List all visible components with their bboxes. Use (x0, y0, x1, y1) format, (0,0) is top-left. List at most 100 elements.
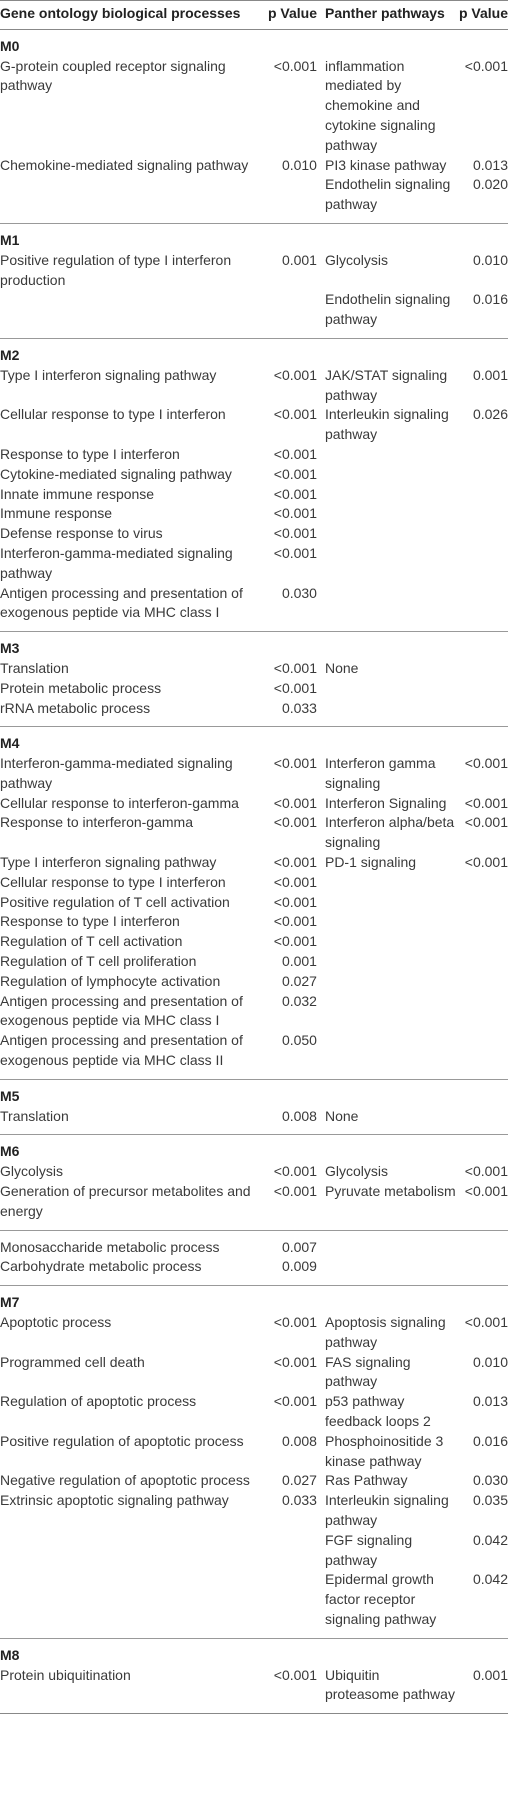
process-name: Regulation of lymphocyte activation (0, 972, 221, 989)
column-header: Gene ontology biological processes (0, 5, 241, 21)
section-label-row: M6 (0, 1135, 508, 1162)
process-p-value: <0.001 (273, 679, 317, 696)
process-name: Protein metabolic process (0, 679, 162, 696)
pathway-p-value (457, 524, 508, 544)
pathway-p-value (457, 912, 508, 932)
section: M6 Glycolysis <0.001 Glycolysis <0.001 Genera… (0, 1134, 508, 1230)
pathway-p-value: <0.001 (464, 854, 508, 871)
process-name: Apoptotic process (0, 1314, 112, 1331)
process-name: Cellular response to interferon-gamma (0, 794, 239, 811)
pathway-p-value (457, 659, 508, 679)
process-p-value: <0.001 (273, 505, 317, 522)
data-row: Regulation of T cell proliferation 0.001 (0, 952, 508, 972)
data-row: Regulation of apoptotic process <0.001 p53… (0, 1392, 508, 1432)
data-row: Carbohydrate metabolic process 0.009 (0, 1257, 508, 1285)
pathway-name: JAK/STAT signaling pathway (324, 366, 448, 403)
pathway-p-value: 0.013 (472, 156, 508, 173)
process-name: Response to type I interferon (0, 913, 180, 930)
pathway-name: PI3 kinase pathway (324, 156, 447, 173)
process-name: Carbohydrate metabolic process (0, 1258, 202, 1275)
data-row: Regulation of T cell activation <0.001 (0, 932, 508, 952)
pathway-p-value: <0.001 (464, 57, 508, 74)
pathway-name: Interferon Signaling (324, 794, 447, 811)
pathway-name (317, 584, 457, 632)
pathway-p-value (457, 873, 508, 893)
section: M2 Type I interferon signaling pathway <0.… (0, 338, 508, 631)
section-label-row: M0 (0, 29, 508, 56)
process-p-value: <0.001 (273, 873, 317, 890)
process-p-value: <0.001 (273, 1183, 317, 1200)
pathway-name (317, 992, 457, 1032)
data-row: Antigen processing and presentation of e… (0, 992, 508, 1032)
process-p-value: <0.001 (273, 893, 317, 910)
process-name: Positive regulation of type I interferon… (0, 251, 232, 288)
data-row: Response to type I interferon <0.001 (0, 445, 508, 465)
pathway-name: p53 pathway feedback loops 2 (324, 1393, 431, 1429)
pathway-p-value (457, 893, 508, 913)
column-header: Panther pathways (324, 5, 445, 21)
process-p-value: 0.030 (281, 584, 317, 601)
process-name: Positive regulation of apoptotic process (0, 1432, 244, 1449)
data-row: Apoptotic process <0.001 Apoptosis signali… (0, 1313, 508, 1353)
pathway-name: None (324, 1107, 359, 1124)
process-name (0, 1531, 266, 1571)
pathway-name (317, 679, 457, 699)
data-row: Response to interferon-gamma <0.001 Interf… (0, 813, 508, 853)
pathway-name (317, 1031, 457, 1079)
pathway-name (317, 544, 457, 584)
process-name: Translation (0, 1107, 69, 1124)
process-name: Translation (0, 659, 69, 676)
pathway-name: Interleukin signaling pathway (324, 1492, 449, 1528)
pathway-p-value (457, 544, 508, 584)
section-label-row: M8 (0, 1638, 508, 1665)
pathway-name (317, 1230, 457, 1257)
data-row: Generation of precursor metabolites and … (0, 1182, 508, 1230)
pathway-p-value (457, 1257, 508, 1285)
process-name: Antigen processing and presentation of e… (0, 1032, 243, 1069)
header-row: Gene ontology biological processes p Valu… (0, 0, 508, 30)
pathway-p-value (457, 1230, 508, 1257)
pathway-name: Phosphoinositide 3 kinase pathway (324, 1432, 444, 1469)
module-label: M0 (0, 37, 20, 54)
pathway-p-value (457, 699, 508, 727)
process-p-value: <0.001 (273, 854, 317, 871)
pathway-p-value: <0.001 (464, 794, 508, 811)
pathway-name: Apoptosis signaling pathway (324, 1314, 446, 1350)
pathway-name: FAS signaling pathway (324, 1353, 411, 1390)
data-row: Regulation of lymphocyte activation 0.027 (0, 972, 508, 992)
process-name: Positive regulation of T cell activation (0, 893, 230, 910)
pathway-p-value (457, 952, 508, 972)
pathway-p-value (457, 1031, 508, 1079)
process-name: Response to interferon-gamma (0, 814, 193, 831)
process-p-value: 0.010 (281, 156, 317, 173)
data-row: Interferon-gamma-mediated signaling path… (0, 544, 508, 584)
process-name (0, 175, 266, 223)
process-p-value (266, 1531, 317, 1571)
pathway-name (317, 952, 457, 972)
pathway-p-value: 0.026 (472, 406, 508, 423)
process-p-value: <0.001 (273, 933, 317, 950)
pathway-name: Glycolysis (324, 251, 388, 268)
pathway-name: Ubiquitin proteasome pathway (324, 1666, 455, 1703)
pathway-p-value: <0.001 (464, 1314, 508, 1331)
data-row: Chemokine-mediated signaling pathway 0.01… (0, 156, 508, 176)
process-name: Chemokine-mediated signaling pathway (0, 156, 249, 173)
process-p-value (266, 1570, 317, 1638)
process-name: Cellular response to type I interferon (0, 406, 226, 423)
pathway-p-value (457, 972, 508, 992)
data-row: Endothelin signaling pathway 0.016 (0, 290, 508, 338)
process-p-value: <0.001 (273, 913, 317, 930)
pathway-p-value: <0.001 (464, 814, 508, 831)
pathway-p-value (457, 504, 508, 524)
pathway-p-value: 0.001 (472, 366, 508, 383)
pathway-name (317, 504, 457, 524)
module-label: M4 (0, 735, 20, 752)
column-header: p Value (267, 5, 317, 21)
process-p-value: 0.008 (281, 1432, 317, 1449)
section-label-row: M7 (0, 1286, 508, 1313)
pathway-name: Glycolysis (324, 1163, 388, 1180)
pathway-name (317, 972, 457, 992)
section: Monosaccharide metabolic process 0.007 Car… (0, 1230, 508, 1286)
module-label: M1 (0, 231, 20, 248)
